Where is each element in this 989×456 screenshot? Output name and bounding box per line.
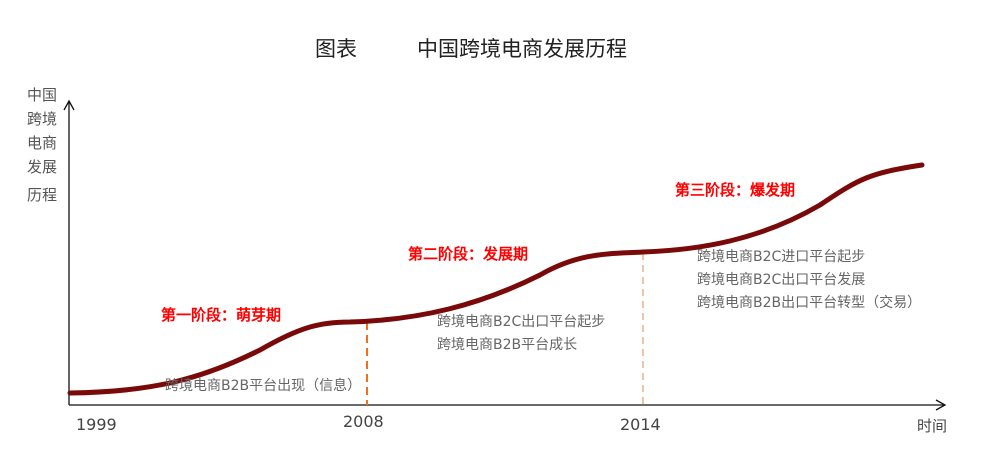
x-axis-label: 时间 (917, 417, 948, 435)
y-axis-label-line: 中国 (27, 86, 58, 104)
x-tick-2008: 2008 (343, 412, 384, 431)
y-axis-label-line: 历程 (27, 186, 58, 204)
stage-3-note: 跨境电商B2B出口平台转型（交易） (697, 295, 922, 311)
stage-1-label: 第一阶段：萌芽期 (161, 306, 282, 324)
page-title: 中国跨境电商发展历程 (417, 37, 627, 61)
stage-2-label: 第二阶段：发展期 (408, 245, 529, 263)
stage-2-note: 跨境电商B2B平台成长 (437, 337, 578, 353)
stage-3-note: 跨境电商B2C出口平台发展 (697, 272, 866, 288)
x-tick-1999: 1999 (76, 415, 117, 434)
y-axis-label-line: 跨境 (27, 110, 58, 128)
stage-3-note: 跨境电商B2C进口平台起步 (697, 249, 866, 265)
stage-1-note: 跨境电商B2B平台出现（信息） (165, 378, 362, 394)
x-axis-arrow-icon (935, 399, 947, 411)
x-tick-2014: 2014 (620, 415, 661, 434)
development-curve (67, 162, 925, 396)
y-axis-label-line: 发展 (27, 158, 58, 176)
stage-2-note: 跨境电商B2C出口平台起步 (437, 314, 606, 330)
stage-3-label: 第三阶段：爆发期 (675, 181, 796, 199)
y-axis-label-line: 电商 (27, 134, 58, 152)
y-axis-arrow-icon (63, 99, 75, 111)
figure-label: 图表 (315, 37, 357, 61)
